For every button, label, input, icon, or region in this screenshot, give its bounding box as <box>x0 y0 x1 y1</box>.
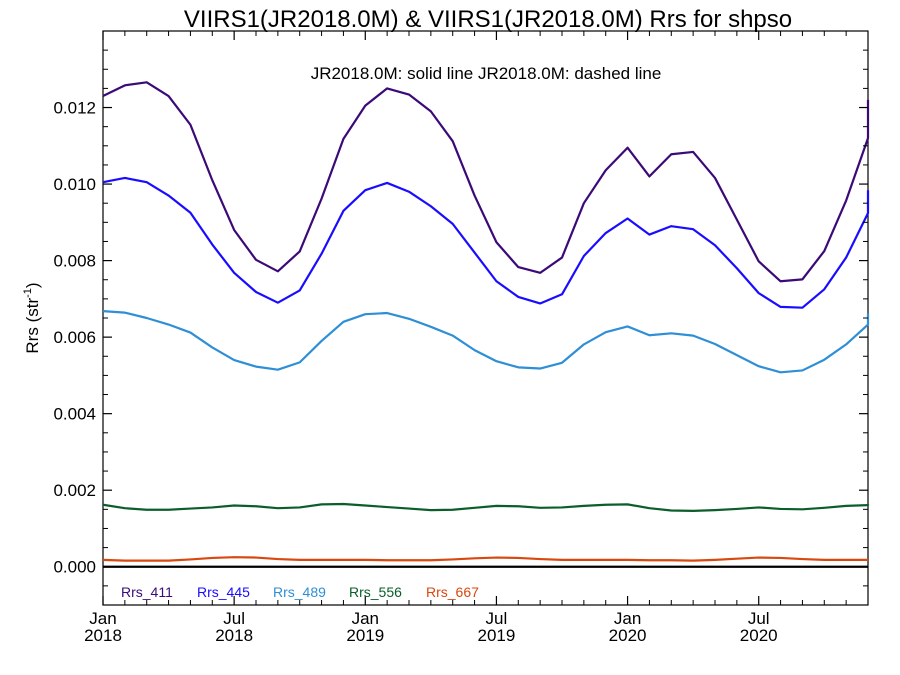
legend: Rrs_411 Rrs_445 Rrs_489 Rrs_556 Rrs_667 <box>121 584 479 600</box>
x-tick-year-label: 2019 <box>346 626 384 645</box>
series-line-rrs-489 <box>102 310 870 374</box>
y-tick-label: 0.012 <box>53 99 96 118</box>
y-tick-label: 0.000 <box>53 558 96 577</box>
chart-title: VIIRS1(JR2018.0M) & VIIRS1(JR2018.0M) Rr… <box>184 6 792 33</box>
y-tick-label: 0.006 <box>53 328 96 347</box>
legend-item-rrs-667: Rrs_667 <box>426 584 479 600</box>
y-tick-label: 0.010 <box>53 175 96 194</box>
chart-subtitle: JR2018.0M: solid line JR2018.0M: dashed … <box>311 64 662 83</box>
y-tick-label: 0.004 <box>53 405 96 424</box>
legend-item-rrs-489: Rrs_489 <box>273 584 326 600</box>
x-tick-year-label: 2020 <box>740 626 778 645</box>
x-tick-year-label: 2020 <box>609 626 647 645</box>
y-tick-label: 0.002 <box>53 481 96 500</box>
y-axis-label-close: ) <box>23 282 42 288</box>
legend-item-rrs-556: Rrs_556 <box>349 584 402 600</box>
x-tick-year-label: 2018 <box>84 626 122 645</box>
series-line-rrs-445 <box>102 176 870 309</box>
series-layer <box>102 81 870 562</box>
legend-item-rrs-445: Rrs_445 <box>197 584 250 600</box>
axis-layer: 0.0000.0020.0040.0060.0080.0100.012Jan20… <box>53 30 869 645</box>
y-axis-label: Rrs (str-1) <box>22 282 42 353</box>
series-line-rrs-556 <box>102 502 870 512</box>
plot-frame <box>102 30 869 606</box>
y-axis-label-superscript: -1 <box>22 288 34 298</box>
legend-item-rrs-411: Rrs_411 <box>121 584 173 600</box>
x-tick-month-label: Jul <box>748 609 770 628</box>
x-tick-year-label: 2019 <box>478 626 516 645</box>
x-tick-month-label: Jul <box>486 609 508 628</box>
series-line-rrs-411 <box>102 81 870 283</box>
x-tick-year-label: 2018 <box>215 626 253 645</box>
y-tick-label: 0.008 <box>53 252 96 271</box>
x-tick-month-label: Jan <box>352 609 379 628</box>
y-axis-label-text: Rrs (str <box>23 298 42 354</box>
x-tick-month-label: Jan <box>89 609 116 628</box>
x-tick-month-label: Jan <box>614 609 641 628</box>
x-tick-month-label: Jul <box>223 609 245 628</box>
series-line-rrs-667 <box>102 556 868 562</box>
